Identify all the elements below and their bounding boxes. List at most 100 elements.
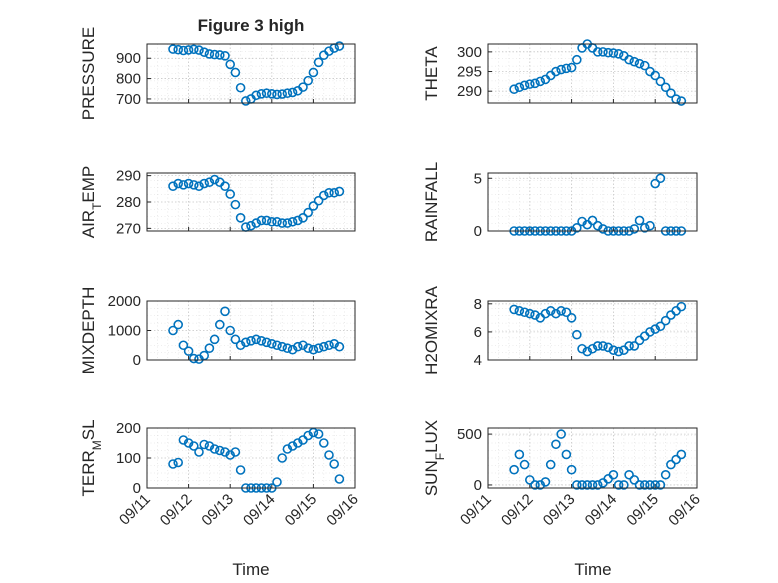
data-point bbox=[189, 44, 199, 55]
y-tick-label: 500 bbox=[457, 426, 482, 443]
y-tick-label: 290 bbox=[116, 168, 141, 185]
x-tick-label: 09/16 bbox=[665, 491, 704, 530]
data-point bbox=[215, 445, 225, 456]
data-point bbox=[572, 329, 582, 340]
data-point bbox=[235, 213, 246, 223]
data-point bbox=[530, 480, 540, 490]
data-point bbox=[313, 429, 324, 439]
data-point bbox=[173, 178, 183, 189]
data-point bbox=[183, 438, 194, 448]
data-point bbox=[298, 82, 308, 92]
data-point bbox=[324, 187, 334, 198]
x-axis-label-left: Time bbox=[232, 560, 269, 579]
data-point bbox=[329, 338, 340, 349]
data-point bbox=[598, 47, 608, 57]
data-point bbox=[256, 336, 267, 346]
figure-title: Figure 3 high bbox=[198, 16, 305, 35]
y-tick-label: 100 bbox=[116, 450, 141, 467]
y-tick-label: 200 bbox=[116, 420, 141, 437]
data-point bbox=[194, 447, 204, 457]
data-point bbox=[235, 465, 246, 475]
data-point bbox=[189, 441, 199, 451]
data-point bbox=[524, 79, 535, 89]
y-axis-label: PRESSURE bbox=[79, 27, 98, 121]
plot-frame bbox=[146, 172, 356, 232]
y-tick-label: 4 bbox=[474, 352, 482, 369]
data-point bbox=[660, 82, 671, 93]
subplot-pressure: 700 800 900 PRESSURE bbox=[79, 27, 356, 121]
data-point bbox=[572, 54, 582, 65]
data-point bbox=[178, 45, 189, 56]
data-point bbox=[334, 41, 345, 51]
data-point bbox=[287, 441, 298, 451]
data-point bbox=[624, 469, 634, 480]
data-point bbox=[613, 346, 624, 357]
subplot-rainfall: 0 5 RAINFALL bbox=[422, 162, 698, 242]
data-point bbox=[287, 216, 298, 227]
data-point bbox=[209, 174, 220, 185]
data-point bbox=[519, 459, 530, 470]
data-point bbox=[509, 84, 519, 95]
data-point bbox=[235, 340, 246, 351]
data-point bbox=[277, 453, 288, 463]
data-point bbox=[514, 306, 525, 316]
data-point bbox=[235, 82, 246, 93]
data-point bbox=[199, 178, 209, 189]
data-point bbox=[189, 180, 199, 190]
data-point bbox=[272, 340, 282, 351]
x-tick-label: 09/12 bbox=[498, 491, 537, 530]
plot-frame bbox=[487, 300, 698, 361]
data-point bbox=[282, 218, 293, 228]
data-point bbox=[230, 334, 241, 345]
data-point bbox=[645, 480, 655, 490]
data-point bbox=[251, 90, 262, 101]
data-point bbox=[540, 477, 551, 487]
x-tick-label: 09/15 bbox=[282, 491, 321, 530]
plot-area bbox=[487, 300, 698, 361]
subplot-sun_flux: 0 500 SUNFLUX 09/11 09/12 09/13 09/14 09/15 09/1… bbox=[422, 420, 704, 530]
data-point bbox=[189, 353, 199, 364]
data-point bbox=[624, 341, 634, 351]
data-point bbox=[194, 45, 204, 55]
data-point bbox=[204, 177, 215, 188]
data-point bbox=[545, 306, 556, 316]
data-point bbox=[277, 89, 288, 99]
y-tick-label: 5 bbox=[474, 170, 482, 187]
y-tick-label: 0 bbox=[474, 223, 482, 240]
subplot-mixdepth: 0 1000 2000 MIXDEPTH bbox=[79, 287, 356, 374]
data-point bbox=[256, 215, 267, 226]
data-point bbox=[660, 469, 671, 480]
data-point bbox=[251, 218, 262, 228]
data-point bbox=[629, 224, 640, 234]
data-point bbox=[634, 480, 645, 490]
data-point bbox=[230, 199, 241, 210]
data-point bbox=[220, 447, 230, 457]
data-point bbox=[551, 439, 561, 450]
data-point bbox=[178, 180, 189, 190]
data-point bbox=[266, 89, 277, 99]
data-point bbox=[308, 67, 319, 78]
y-tick-label: 800 bbox=[116, 71, 141, 88]
data-point bbox=[514, 449, 525, 460]
data-point bbox=[566, 62, 577, 73]
data-point bbox=[639, 223, 650, 233]
data-point bbox=[225, 325, 235, 336]
data-point bbox=[313, 195, 324, 206]
data-point bbox=[173, 457, 183, 468]
y-tick-label: 2000 bbox=[108, 293, 141, 310]
y-tick-label: 300 bbox=[457, 44, 482, 61]
data-point bbox=[629, 341, 640, 351]
data-point bbox=[324, 46, 334, 56]
data-point bbox=[298, 340, 308, 351]
x-tick-label: 09/15 bbox=[623, 491, 662, 530]
data-point bbox=[608, 345, 619, 355]
data-point bbox=[598, 341, 608, 351]
y-tick-label: 6 bbox=[474, 324, 482, 341]
y-tick-label: 900 bbox=[116, 50, 141, 67]
data-point bbox=[556, 64, 566, 75]
subplot-terr_msl: 0 100 200 TERRMSL 09/11 09/12 09/13 09/14 09/15 0… bbox=[79, 419, 362, 529]
data-point bbox=[256, 89, 267, 99]
data-point bbox=[282, 343, 293, 354]
data-point bbox=[655, 173, 666, 184]
data-point bbox=[334, 474, 345, 484]
